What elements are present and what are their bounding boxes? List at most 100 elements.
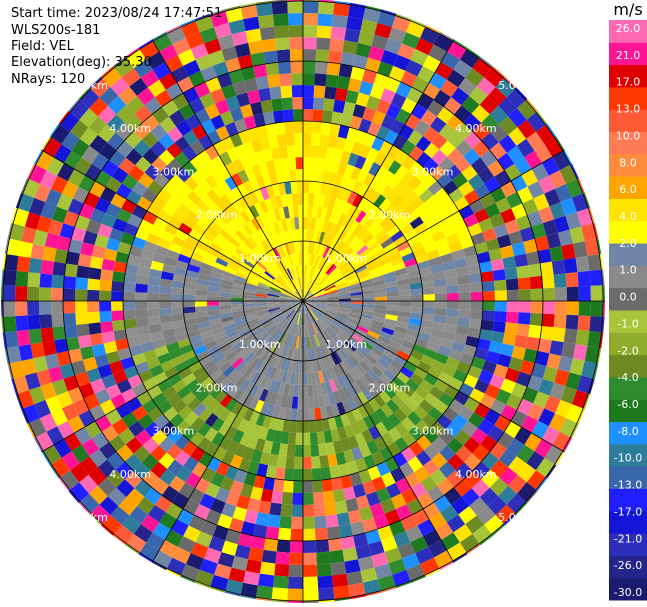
radar-gate xyxy=(67,169,85,187)
radar-gate xyxy=(250,217,261,231)
radar-gate xyxy=(319,332,327,344)
radar-gate xyxy=(526,131,545,151)
radar-gate xyxy=(314,61,329,75)
radar-gate xyxy=(251,449,263,464)
radar-gate xyxy=(71,444,90,464)
radar-gate xyxy=(517,482,537,502)
radar-gate xyxy=(288,564,303,577)
radar-gate xyxy=(310,323,316,336)
radar-gate xyxy=(470,309,483,320)
radar-gate xyxy=(343,325,355,334)
radar-gate xyxy=(443,268,458,279)
radar-gate xyxy=(348,4,366,20)
radar-gate xyxy=(63,301,76,314)
radar-gate xyxy=(298,372,303,385)
radar-gate xyxy=(227,384,240,399)
radar-gate xyxy=(365,353,378,366)
radar-gate xyxy=(112,218,128,233)
radar-gate xyxy=(322,330,332,342)
colorbar-segment xyxy=(609,109,647,133)
radar-gate xyxy=(319,455,330,469)
radar-gate xyxy=(117,241,132,255)
radar-gate xyxy=(237,391,249,405)
radar-gate xyxy=(312,322,320,334)
radar-gate xyxy=(152,195,168,210)
radar-gate xyxy=(383,369,397,382)
radar-gate xyxy=(414,119,430,136)
radar-gate xyxy=(197,436,212,452)
radar-gate xyxy=(242,366,254,379)
radar-gate xyxy=(280,194,288,208)
radar-gate xyxy=(570,423,579,439)
radar-gate xyxy=(166,557,186,576)
radar-gate xyxy=(378,390,392,404)
radar-gate xyxy=(207,129,222,146)
radar-gate xyxy=(526,112,546,132)
radar-gate xyxy=(70,119,89,139)
radar-gate xyxy=(79,108,98,128)
radar-gate xyxy=(138,333,153,345)
radar-gate xyxy=(72,186,90,204)
radar-gate xyxy=(300,277,303,290)
radar-gate xyxy=(262,272,274,282)
radar-gate xyxy=(352,54,369,70)
radar-gate xyxy=(371,207,384,221)
radar-gate xyxy=(221,319,235,327)
radar-gate xyxy=(471,356,486,370)
radar-gate xyxy=(346,571,363,586)
radar-gate xyxy=(311,456,321,469)
radar-gate xyxy=(303,277,306,290)
radar-gate xyxy=(259,26,276,41)
radar-gate xyxy=(285,284,295,293)
radar-gate xyxy=(68,348,83,364)
radar-gate xyxy=(176,466,192,483)
radar-gate xyxy=(337,124,350,139)
radar-gate xyxy=(480,271,494,283)
radar-gate xyxy=(133,122,151,140)
radar-gate xyxy=(159,293,172,301)
radar-gate xyxy=(286,309,295,319)
radar-gate xyxy=(437,345,452,357)
radar-gate xyxy=(126,49,147,68)
radar-gate xyxy=(371,346,384,358)
radar-gate xyxy=(350,66,366,81)
radar-gate xyxy=(314,296,327,300)
radar-gate xyxy=(265,526,280,540)
radar-gate xyxy=(36,215,52,233)
radar-gate xyxy=(279,258,287,270)
radar-gate xyxy=(413,367,428,380)
radar-gate xyxy=(437,106,454,124)
radar-gate xyxy=(355,495,370,510)
radar-gate xyxy=(124,470,143,489)
radar-gate xyxy=(409,349,424,361)
radar-gate xyxy=(290,335,296,348)
radar-gate xyxy=(328,366,338,380)
radar-gate xyxy=(534,144,553,163)
radar-gate xyxy=(387,174,402,190)
radar-gate xyxy=(285,334,292,347)
radar-gate xyxy=(49,464,61,479)
radar-gate xyxy=(362,579,381,595)
radar-gate xyxy=(502,332,517,346)
radar-gate xyxy=(407,323,421,333)
radar-gate xyxy=(277,357,285,370)
radar-gate xyxy=(560,386,577,405)
radar-gate xyxy=(243,306,256,311)
radar-gate xyxy=(293,121,303,134)
radar-gate xyxy=(27,423,36,439)
radar-gate xyxy=(71,138,90,158)
radar-gate xyxy=(280,85,293,99)
radar-gate xyxy=(112,369,128,384)
colorbar-tick-label: 10.0 xyxy=(616,129,641,142)
radar-gate xyxy=(362,517,378,533)
radar-gate xyxy=(493,364,509,379)
radar-gate xyxy=(356,325,369,334)
radar-gate xyxy=(373,283,386,290)
radar-gate xyxy=(323,283,336,291)
radar-gate xyxy=(39,314,53,329)
range-ring-label: 2.00km xyxy=(369,381,411,394)
radar-gate xyxy=(294,133,303,146)
radar-gate xyxy=(544,188,561,207)
radar-gate xyxy=(150,330,164,342)
radar-gate xyxy=(153,172,170,188)
